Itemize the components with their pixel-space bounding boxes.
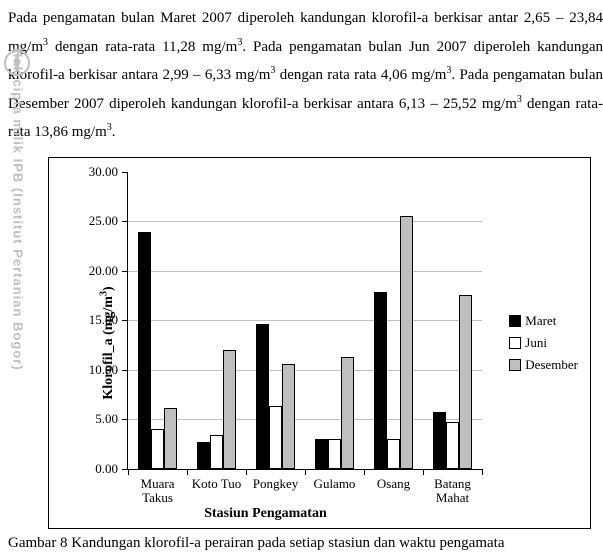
chlorophyll-chart: Klorofil_a (mg/m3) 0.005.0010.0015.0020.…: [48, 157, 591, 529]
x-tick-label: Muara Takus: [141, 477, 175, 507]
bar: [341, 357, 354, 469]
y-tick: [122, 172, 128, 173]
y-tick: [122, 221, 128, 222]
y-tick: [122, 419, 128, 420]
x-tick: [482, 469, 483, 475]
legend-label: Maret: [525, 313, 556, 329]
x-tick-label: Batang Mahat: [434, 477, 471, 507]
x-tick: [305, 469, 306, 475]
y-tick-label: 0.00: [95, 461, 118, 477]
bar: [197, 442, 210, 468]
x-tick: [128, 469, 129, 475]
y-axis-label: Klorofil_a (mg/m3): [98, 286, 117, 399]
bar: [223, 350, 236, 469]
bar: [459, 295, 472, 468]
bar: [256, 324, 269, 469]
legend-label: Juni: [525, 335, 547, 351]
x-tick-label: Osang: [377, 477, 410, 492]
y-tick-label: 20.00: [89, 263, 118, 279]
gridline: [128, 370, 482, 371]
bar: [315, 439, 328, 468]
figure-caption: Gambar 8 Kandungan klorofil-a perairan p…: [0, 529, 603, 552]
bar: [433, 412, 446, 468]
x-tick-label: Koto Tuo: [192, 477, 242, 492]
x-tick-label: Pongkey: [253, 477, 299, 492]
legend: Maret Juni Desember: [509, 307, 578, 379]
y-tick: [122, 271, 128, 272]
plot-area: 0.005.0010.0015.0020.0025.0030.00Muara T…: [127, 172, 482, 470]
legend-item: Juni: [509, 335, 578, 351]
bar: [400, 216, 413, 469]
y-tick-label: 25.00: [89, 213, 118, 229]
x-tick: [423, 469, 424, 475]
legend-swatch: [509, 337, 521, 349]
x-tick: [246, 469, 247, 475]
y-tick-label: 5.00: [95, 411, 118, 427]
y-tick: [122, 370, 128, 371]
legend-item: Desember: [509, 357, 578, 373]
gridline: [128, 271, 482, 272]
x-tick: [364, 469, 365, 475]
bar: [446, 422, 459, 469]
bar: [210, 435, 223, 469]
ipb-logo: [2, 48, 32, 78]
y-tick-label: 30.00: [89, 164, 118, 180]
bar: [328, 439, 341, 469]
x-tick-label: Gulamo: [314, 477, 356, 492]
y-tick-label: 15.00: [89, 312, 118, 328]
gridline: [128, 320, 482, 321]
bar: [269, 406, 282, 469]
x-axis-label: Stasiun Pengamatan: [49, 506, 482, 522]
bar: [282, 364, 295, 469]
bar: [164, 408, 177, 469]
legend-item: Maret: [509, 313, 578, 329]
bar: [138, 232, 151, 468]
legend-swatch: [509, 359, 521, 371]
gridline: [128, 419, 482, 420]
gridline: [128, 221, 482, 222]
body-paragraph: Pada pengamatan bulan Maret 2007 diperol…: [0, 0, 603, 151]
x-tick: [187, 469, 188, 475]
legend-swatch: [509, 315, 521, 327]
bar: [374, 292, 387, 468]
y-tick: [122, 320, 128, 321]
legend-label: Desember: [525, 357, 578, 373]
bar: [151, 429, 164, 469]
bar: [387, 439, 400, 468]
y-tick-label: 10.00: [89, 362, 118, 378]
